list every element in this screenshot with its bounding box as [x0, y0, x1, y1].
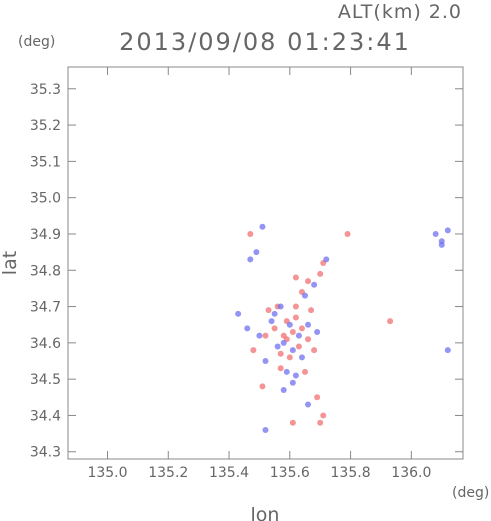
y-tick-label: 34.7: [30, 300, 61, 316]
positive-point: [292, 303, 299, 310]
negative-point: [295, 332, 302, 339]
negative-point: [444, 347, 451, 354]
positive-point: [250, 347, 257, 354]
negative-point: [253, 249, 260, 256]
positive-point: [271, 325, 278, 332]
negative-point: [280, 339, 287, 346]
y-tick-label: 35.1: [30, 154, 61, 170]
negative-point: [286, 321, 293, 328]
y-tick-label: 35.2: [30, 118, 61, 134]
y-tick-label: 35.3: [30, 82, 61, 98]
y-tick-label: 34.8: [30, 263, 61, 279]
positive-point: [277, 365, 284, 372]
y-tick-label: 35.0: [30, 191, 61, 207]
x-axis-label: lon: [251, 504, 280, 521]
negative-point: [305, 401, 312, 408]
positive-point: [320, 412, 327, 419]
negative-point: [235, 310, 242, 317]
negative-point: [256, 332, 263, 339]
negative-point: [314, 328, 321, 335]
x-tick-label: 135.6: [270, 465, 310, 481]
y-tick-label: 34.3: [30, 445, 61, 461]
positive-point: [286, 354, 293, 361]
positive-point: [259, 383, 266, 390]
negative-point: [302, 292, 308, 299]
negative-point: [244, 325, 251, 332]
positive-point: [292, 314, 299, 321]
negative-point: [274, 343, 281, 350]
negative-point: [292, 372, 299, 379]
y-tick-label: 34.5: [30, 372, 61, 388]
negative-point: [305, 321, 312, 328]
x-tick-label: 135.2: [148, 465, 188, 481]
positive-point: [308, 307, 315, 314]
positive-point: [387, 318, 394, 325]
negative-point: [432, 230, 439, 237]
negative-point: [262, 426, 269, 433]
positive-point: [314, 394, 321, 401]
y-tick-label: 34.9: [30, 227, 61, 243]
negative-point: [283, 368, 290, 375]
negative-point: [268, 318, 275, 325]
x-tick-label: 135.0: [87, 465, 127, 481]
positive-point: [317, 270, 324, 277]
negative-point: [277, 303, 284, 310]
chart-subtitle: ALT(km) 2.0: [338, 1, 462, 23]
positive-point: [311, 347, 318, 354]
positive-point: [292, 274, 299, 281]
positive-point: [247, 230, 254, 237]
positive-point: [262, 332, 269, 339]
positive-point: [289, 419, 296, 426]
negative-point: [311, 281, 318, 288]
x-tick-label: 135.8: [331, 465, 371, 481]
negative-point: [438, 241, 445, 248]
positive-point: [277, 350, 284, 357]
x-tick-label: 136.0: [391, 465, 431, 481]
chart-title: 2013/09/08 01:23:41: [119, 28, 411, 56]
negative-point: [323, 256, 330, 263]
plot-frame: [67, 66, 464, 460]
negative-point: [280, 387, 287, 394]
x-unit-label: (deg): [452, 485, 489, 501]
positive-point: [265, 307, 272, 314]
positive-point: [344, 230, 351, 237]
y-tick-label: 34.6: [30, 336, 61, 352]
x-tick-label: 135.4: [209, 465, 249, 481]
negative-point: [444, 227, 451, 234]
positive-point: [289, 328, 296, 335]
negative-point: [271, 310, 278, 317]
negative-point: [247, 256, 254, 263]
y-tick-label: 34.4: [30, 408, 61, 424]
positive-point: [302, 368, 308, 375]
y-axis-label: lat: [0, 251, 21, 275]
negative-point: [262, 358, 269, 364]
negative-point: [289, 347, 296, 354]
negative-point: [298, 354, 305, 361]
y-unit-label: (deg): [18, 34, 55, 50]
positive-point: [298, 325, 305, 332]
positive-point: [295, 343, 302, 350]
positive-point: [317, 419, 324, 426]
positive-point: [305, 336, 312, 343]
data-points: [235, 223, 451, 433]
negative-point: [259, 223, 266, 230]
negative-point: [289, 379, 296, 386]
axis-ticks: 135.0 135.2 135.4 135.6 135.8 136.0 34.3 34.4 34…: [30, 67, 463, 481]
positive-point: [305, 278, 312, 285]
